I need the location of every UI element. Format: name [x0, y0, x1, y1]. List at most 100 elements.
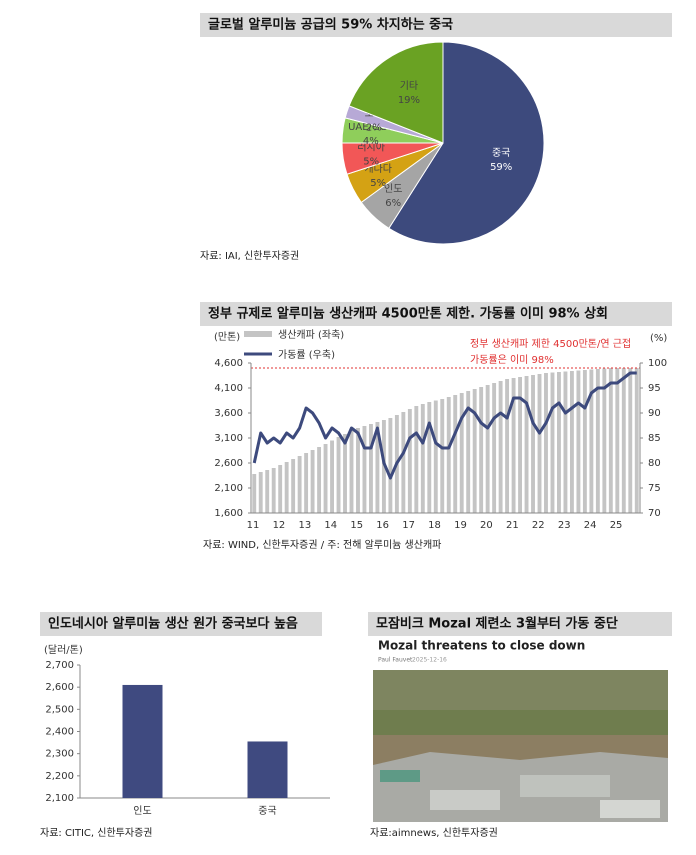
- annotation: 가동률은 이미 98%: [470, 354, 554, 366]
- x-tick-label: 11: [247, 520, 260, 531]
- bar: [420, 404, 425, 513]
- legend-swatch: [244, 331, 272, 337]
- slice-label: UAE/GCC: [348, 122, 394, 133]
- y-tick-label: 2,100: [214, 483, 243, 494]
- bar: [453, 395, 458, 513]
- bar: [247, 741, 288, 798]
- x-tick-label: 21: [506, 520, 519, 531]
- bar: [589, 369, 594, 513]
- bar: [427, 402, 432, 513]
- bar: [407, 409, 412, 513]
- bar: [608, 368, 613, 513]
- bar: [628, 368, 633, 513]
- bar: [304, 453, 309, 513]
- y2-tick-label: 95: [648, 383, 661, 394]
- bar: [595, 369, 600, 513]
- x-tick-label: 17: [402, 520, 415, 531]
- slice-value: 5%: [363, 156, 379, 167]
- bar: [317, 447, 322, 513]
- annotation: 정부 생산캐파 제한 4500만톤/연 근접: [470, 338, 631, 350]
- bar: [349, 430, 354, 513]
- bar: [511, 378, 516, 513]
- x-tick-label: 12: [273, 520, 286, 531]
- bar: [258, 472, 263, 513]
- y-tick-label: 4,100: [214, 383, 243, 394]
- source: 자료: WIND, 신한투자증권 / 주: 전해 알루미늄 생산캐파: [203, 538, 441, 551]
- slice-value: 5%: [370, 178, 386, 189]
- bar: [621, 368, 626, 513]
- y-tick-label: 2,300: [45, 749, 74, 760]
- y-tick-label: 1,600: [214, 508, 243, 519]
- title-bar: [200, 302, 672, 326]
- bar: [492, 383, 497, 513]
- source: 자료: IAI, 신한투자증권: [200, 250, 299, 262]
- date: 2025-12-16: [412, 657, 447, 664]
- slice-value: 4%: [363, 136, 379, 147]
- building: [520, 775, 610, 797]
- bar: [278, 465, 283, 513]
- bar: [472, 389, 477, 513]
- y2-tick-label: 70: [648, 508, 661, 519]
- y2-tick-label: 80: [648, 458, 661, 469]
- y2-tick-label: 90: [648, 408, 661, 419]
- y-tick-label: 3,600: [214, 408, 243, 419]
- x-tick-label: 18: [428, 520, 441, 531]
- slice-value: 2%: [366, 123, 382, 134]
- bar: [466, 391, 471, 513]
- x-tick-label: 13: [298, 520, 311, 531]
- line: [252, 371, 637, 480]
- slice-label: 인도: [384, 183, 402, 195]
- x-tick-label: 14: [324, 520, 337, 531]
- y-tick-label: 2,500: [45, 704, 74, 715]
- x-tick-label: 22: [532, 520, 545, 531]
- bar: [433, 400, 438, 513]
- headline: Mozal threatens to close down: [378, 639, 585, 653]
- y-tick-label: 2,100: [45, 793, 74, 804]
- source: 자료: CITIC, 신한투자증권: [40, 827, 152, 839]
- title-bar: [368, 612, 672, 636]
- panel-title: 모잠비크 Mozal 제련소 3월부터 가동 중단: [376, 616, 618, 632]
- y-axis-label: (만톤): [214, 331, 240, 343]
- author: Paul Fauvet: [378, 657, 413, 664]
- bar: [498, 381, 503, 513]
- horizon: [373, 670, 668, 710]
- y2-tick-label: 75: [648, 483, 661, 494]
- bar: [388, 418, 393, 513]
- slice-label: 러시아: [357, 141, 385, 153]
- y2-tick-label: 85: [648, 433, 661, 444]
- legend-label: 가동률 (우축): [278, 349, 335, 361]
- building: [380, 770, 420, 782]
- bar: [537, 374, 542, 513]
- bar: [557, 372, 561, 513]
- bar: [459, 393, 464, 513]
- source: 자료:aimnews, 신한투자증권: [370, 827, 498, 839]
- slice-value: 59%: [490, 162, 512, 173]
- x-tick-label: 15: [350, 520, 363, 531]
- bar: [531, 375, 535, 513]
- chart-title: 인도네시아 알루미늄 생산 원가 중국보다 높음: [48, 616, 298, 632]
- bar: [582, 370, 587, 513]
- bar: [297, 456, 302, 513]
- bar: [485, 385, 490, 513]
- x-tick-label: 19: [454, 520, 467, 531]
- bar: [291, 459, 296, 513]
- bar: [550, 372, 555, 513]
- bar: [310, 450, 315, 513]
- bar: [446, 397, 451, 513]
- bar: [518, 377, 523, 513]
- y-tick-label: 2,400: [45, 727, 74, 738]
- bar: [440, 399, 445, 513]
- y-tick-label: 4,600: [214, 358, 243, 369]
- bar: [401, 412, 406, 513]
- x-tick-label: 23: [558, 520, 571, 531]
- legend-label: 생산캐파 (좌축): [278, 329, 344, 341]
- bar: [414, 406, 419, 513]
- bar: [323, 444, 328, 513]
- chart-title: 글로벌 알루미늄 공급의 59% 차지하는 중국: [208, 17, 453, 33]
- pie-slice: [348, 41, 444, 144]
- bar: [634, 368, 639, 513]
- bar: [362, 426, 367, 513]
- bar: [356, 428, 360, 513]
- y-axis-label: (달러/톤): [44, 644, 83, 656]
